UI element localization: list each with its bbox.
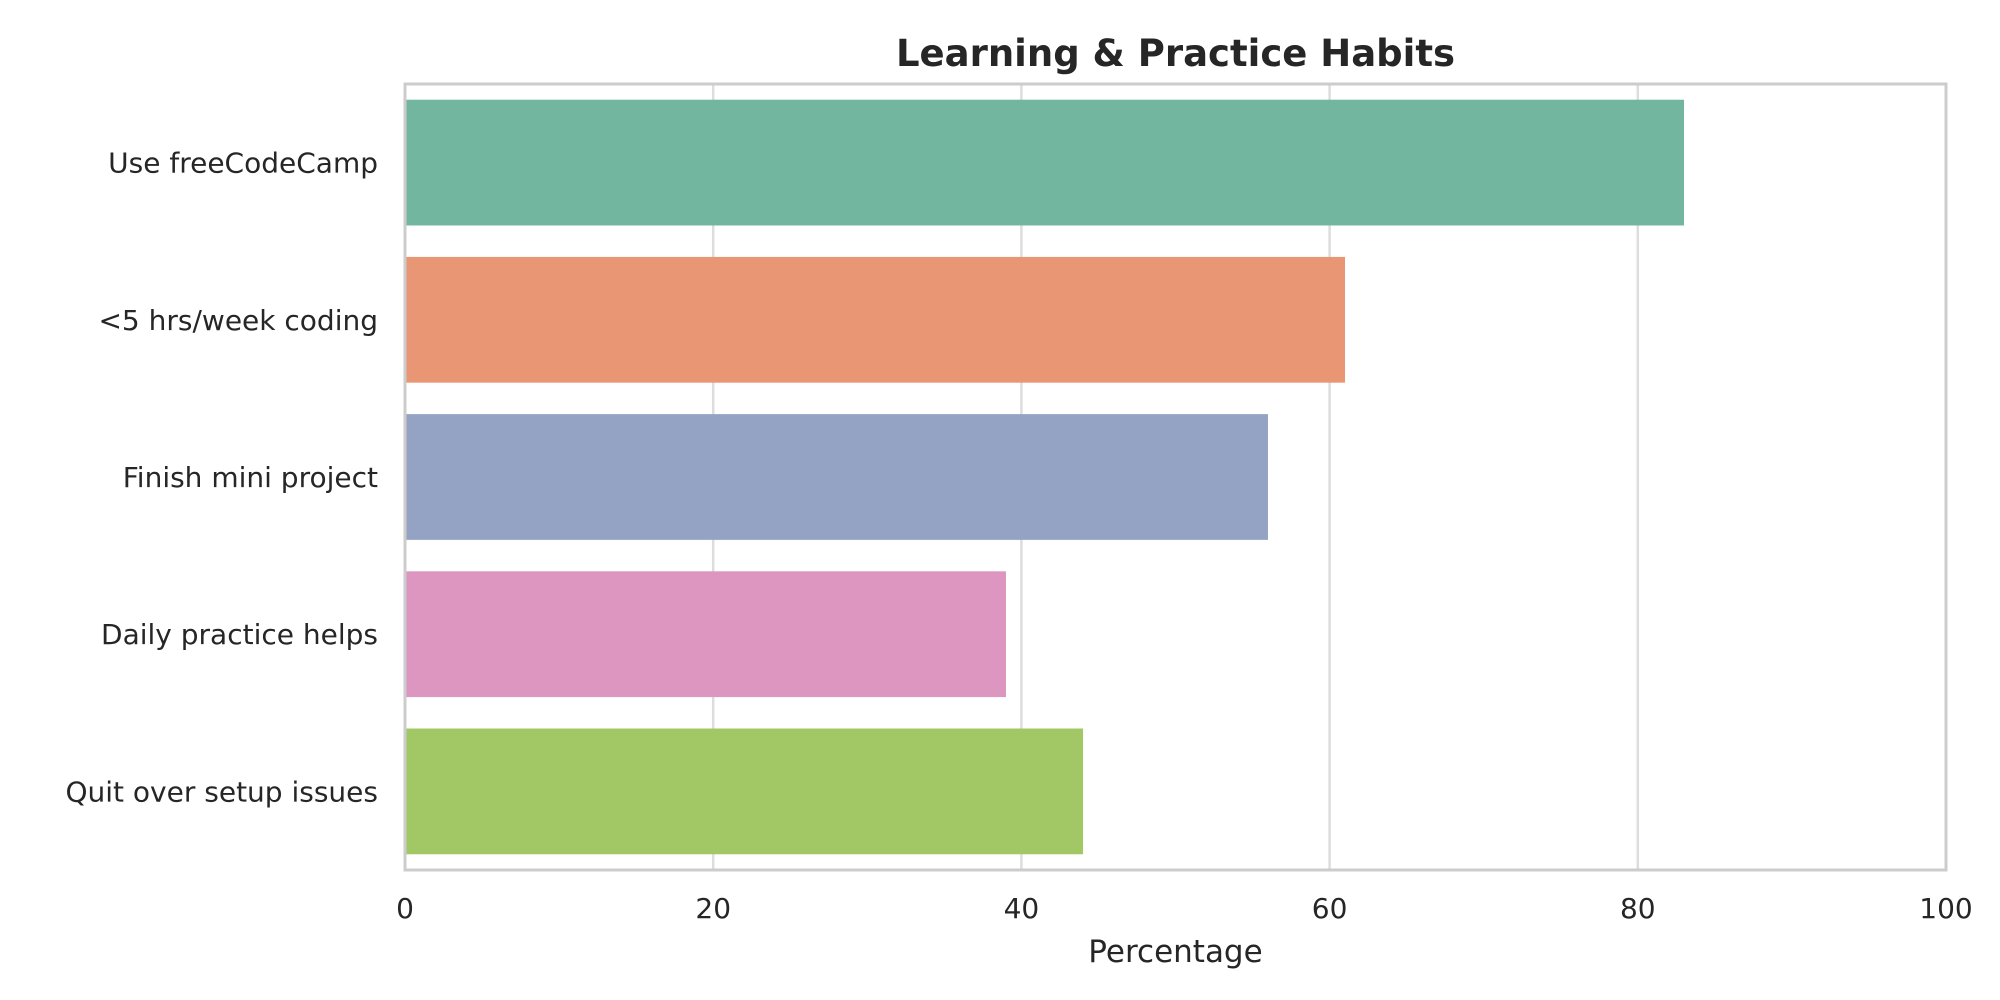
x-tick-label: 60 <box>1312 892 1348 925</box>
bar-1 <box>405 99 1685 226</box>
x-tick-label: 100 <box>1919 892 1972 925</box>
bar-5 <box>405 728 1084 855</box>
category-label: Use freeCodeCamp <box>108 147 378 180</box>
category-label: Daily practice helps <box>101 618 378 651</box>
bars <box>405 99 1685 855</box>
category-labels: Use freeCodeCamp <5 hrs/week coding Finish… <box>65 147 378 809</box>
x-tick-label: 40 <box>1004 892 1040 925</box>
category-label: <5 hrs/week coding <box>98 304 378 337</box>
category-label: Finish mini project <box>123 461 378 494</box>
x-tick-label: 20 <box>695 892 731 925</box>
x-tick-labels: 0 20 40 60 80 100 <box>396 892 1973 925</box>
x-tick-label: 80 <box>1620 892 1656 925</box>
bar-2 <box>405 256 1346 383</box>
x-axis-label: Percentage <box>1088 934 1262 970</box>
bar-4 <box>405 571 1006 698</box>
x-tick-label: 0 <box>396 892 414 925</box>
chart-title: Learning & Practice Habits <box>896 32 1455 75</box>
category-label: Quit over setup issues <box>65 775 378 808</box>
bar-3 <box>405 414 1268 540</box>
plot-frame <box>403 82 1948 872</box>
